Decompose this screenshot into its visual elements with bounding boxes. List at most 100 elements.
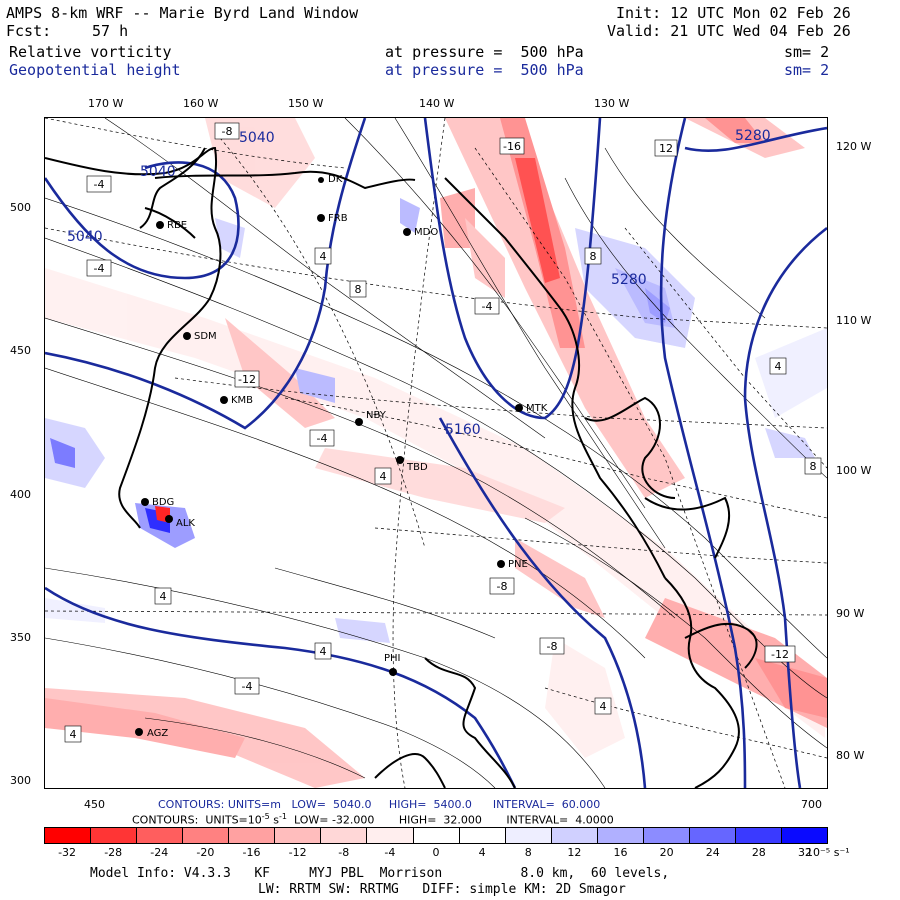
colorbar-swatch [321, 828, 368, 843]
station-label: MDO [414, 227, 438, 238]
svg-text:4: 4 [380, 470, 387, 483]
field2-level: at pressure = 500 hPa [385, 61, 584, 79]
svg-text:8: 8 [590, 250, 597, 263]
right-lon-label: 110 W [836, 314, 872, 327]
svg-text:5280: 5280 [735, 128, 771, 144]
colorbar-swatch [782, 828, 828, 843]
forecast-label: Fcst: [6, 22, 52, 40]
colorbar-label: 4 [478, 846, 486, 859]
colorbar-label: -32 [58, 846, 77, 859]
colorbar-swatch [183, 828, 230, 843]
bottom-axis-label: 450 [84, 798, 105, 811]
colorbar-label: -28 [104, 846, 123, 859]
bottom-axis-label: 700 [801, 798, 822, 811]
colorbar-label: 0 [432, 846, 440, 859]
field1-smoothing: sm= 2 [784, 43, 830, 61]
svg-text:-4: -4 [94, 262, 105, 275]
forecast-hour: 57 h [92, 22, 129, 40]
height-contour-info: CONTOURS: UNITS=m LOW= 5040.0 HIGH= 5400… [158, 798, 601, 811]
colorbar-label: 24 [705, 846, 720, 859]
svg-text:5040: 5040 [67, 229, 103, 245]
colorbar-swatch [643, 828, 690, 843]
svg-text:-8: -8 [497, 580, 508, 593]
station-label: PNE [508, 559, 528, 570]
field2-name: Geopotential height [9, 61, 181, 79]
colorbar-swatch [45, 828, 92, 843]
left-axis-label: 450 [10, 344, 31, 357]
top-lon-label: 150 W [288, 97, 324, 110]
colorbar-label: 16 [613, 846, 628, 859]
svg-text:5280: 5280 [611, 272, 647, 288]
svg-text:-8: -8 [222, 125, 233, 138]
colorbar-label: -20 [196, 846, 215, 859]
svg-text:-12: -12 [238, 373, 256, 386]
svg-text:5040: 5040 [140, 164, 176, 180]
colorbar-label: -8 [338, 846, 350, 859]
colorbar-label: 8 [524, 846, 532, 859]
colorbar-label: 32 [797, 846, 812, 859]
height-labels: 5040 5040 5280 5280 5160 5040 [67, 128, 771, 438]
colorbar-swatch [505, 828, 552, 843]
svg-text:-8: -8 [547, 640, 558, 653]
vorticity-contours [45, 118, 827, 788]
right-lon-label: 120 W [836, 140, 872, 153]
station-label: TBD [406, 462, 428, 473]
svg-text:4: 4 [775, 360, 782, 373]
colorbar-label: 28 [751, 846, 766, 859]
svg-text:4: 4 [320, 645, 327, 658]
colorbar-swatch [367, 828, 414, 843]
left-axis-label: 350 [10, 631, 31, 644]
right-lon-label: 100 W [836, 464, 872, 477]
left-axis-label: 300 [10, 774, 31, 787]
colorbar-swatch [229, 828, 276, 843]
svg-text:4: 4 [320, 250, 327, 263]
svg-text:12: 12 [659, 142, 673, 155]
vorticity-shading [45, 118, 827, 788]
svg-text:8: 8 [355, 283, 362, 296]
colorbar-label: -4 [384, 846, 396, 859]
vorticity-labels: -8 -4 -4 4 8 -12 12 -16 4 -4 8 -8 4 4 4 … [64, 122, 822, 743]
colorbar-swatch [275, 828, 322, 843]
top-lon-label: 170 W [88, 97, 124, 110]
map-title: AMPS 8-km WRF -- Marie Byrd Land Window [6, 4, 359, 22]
svg-text:-4: -4 [317, 432, 328, 445]
right-lon-label: 80 W [836, 749, 865, 762]
station-label: FRB [328, 213, 348, 224]
svg-text:4: 4 [70, 728, 77, 741]
valid-time: Valid: 21 UTC Wed 04 Feb 26 [607, 22, 851, 40]
field1-name: Relative vorticity [9, 43, 172, 61]
colorbar-swatch [91, 828, 138, 843]
init-time: Init: 12 UTC Mon 02 Feb 26 [616, 4, 851, 22]
svg-text:5040: 5040 [239, 130, 275, 146]
colorbar-swatch [459, 828, 506, 843]
colorbar-label: -16 [242, 846, 261, 859]
station-label: BDG [152, 497, 174, 508]
right-lon-label: 90 W [836, 607, 865, 620]
colorbar-label: 20 [659, 846, 674, 859]
top-lon-label: 160 W [183, 97, 219, 110]
station-label: MTK [526, 403, 548, 414]
vorticity-contour-info: CONTOURS: UNITS=10-5 s-1 LOW= -32.000 HI… [132, 812, 614, 827]
svg-text:-12: -12 [771, 648, 789, 661]
colorbar-swatch [413, 828, 460, 843]
colorbar-unit: 10⁻⁵ s⁻¹ [806, 846, 850, 859]
svg-text:5160: 5160 [445, 422, 481, 438]
colorbar-swatch [735, 828, 782, 843]
colorbar-label: -12 [288, 846, 307, 859]
svg-text:4: 4 [600, 700, 607, 713]
colorbar-label: 12 [567, 846, 582, 859]
stations: RBE FRB MDO SDM KMB NBY TBD MTK BDG ALK … [135, 174, 548, 739]
height-contours [45, 118, 827, 788]
svg-text:-4: -4 [482, 300, 493, 313]
svg-text:-16: -16 [503, 140, 521, 153]
svg-text:4: 4 [160, 590, 167, 603]
colorbar-swatch [551, 828, 598, 843]
station-label: DK [328, 174, 343, 185]
svg-text:8: 8 [810, 460, 817, 473]
model-info: Model Info: V4.3.3 KF MYJ PBL Morrison 8… [90, 866, 670, 881]
coastline [45, 146, 758, 788]
colorbar-label: -24 [150, 846, 169, 859]
top-lon-label: 140 W [419, 97, 455, 110]
station-label: KMB [231, 395, 253, 406]
colorbar-swatch [597, 828, 644, 843]
